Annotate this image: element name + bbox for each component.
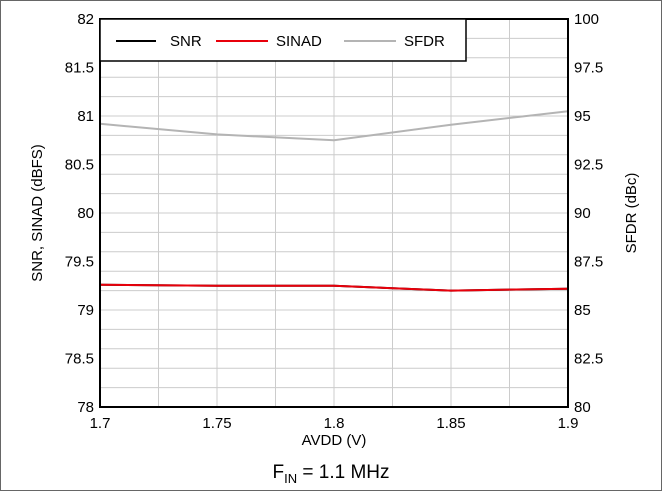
legend-label-sfdr: SFDR — [404, 33, 445, 50]
caption-main: F — [272, 462, 284, 483]
y-axis-title: SNR, SINAD (dBFS) — [29, 144, 46, 282]
y2-tick-label: 85 — [574, 302, 591, 319]
y-tick-label: 81.5 — [65, 60, 94, 77]
y2-tick-label: 97.5 — [574, 60, 603, 77]
x-tick-label: 1.7 — [90, 415, 111, 432]
legend-label-sinad: SINAD — [276, 33, 322, 50]
x-tick-label: 1.9 — [558, 415, 579, 432]
caption-rest: = 1.1 MHz — [297, 462, 389, 483]
x-axis-title: AVDD (V) — [302, 432, 367, 449]
y2-tick-label: 90 — [574, 205, 591, 222]
y2-tick-label: 82.5 — [574, 351, 603, 368]
y-tick-label: 81 — [77, 108, 94, 125]
y-tick-label: 80 — [77, 205, 94, 222]
series-line-sfdr — [99, 110, 569, 142]
y2-axis-title: SFDR (dBc) — [623, 173, 640, 254]
grid — [100, 19, 568, 407]
tick-labels: 78 78.5 79 79.5 80 80.5 81 81.5 82 80 82.5 85 87.5 90… — [65, 11, 603, 432]
y-tick-label: 79.5 — [65, 254, 94, 271]
y2-tick-label: 92.5 — [574, 157, 603, 174]
series-lines — [99, 110, 569, 292]
y2-tick-label: 100 — [574, 11, 599, 28]
y-tick-label: 78 — [77, 399, 94, 416]
y2-tick-label: 80 — [574, 399, 591, 416]
legend-label-snr: SNR — [170, 33, 202, 50]
legend-box — [99, 18, 467, 62]
y-tick-label: 82 — [77, 11, 94, 28]
y-tick-label: 80.5 — [65, 157, 94, 174]
legend: SNR SINAD SFDR — [99, 18, 467, 62]
y2-tick-label: 87.5 — [574, 254, 603, 271]
x-tick-label: 1.75 — [202, 415, 231, 432]
caption-subscript: IN — [284, 471, 297, 486]
caption: FIN = 1.1 MHz — [272, 462, 389, 486]
x-tick-label: 1.8 — [324, 415, 345, 432]
series-line-sinad — [99, 283, 569, 292]
y-tick-label: 79 — [77, 302, 94, 319]
x-tick-label: 1.85 — [436, 415, 465, 432]
y2-tick-label: 95 — [574, 108, 591, 125]
y-tick-label: 78.5 — [65, 351, 94, 368]
